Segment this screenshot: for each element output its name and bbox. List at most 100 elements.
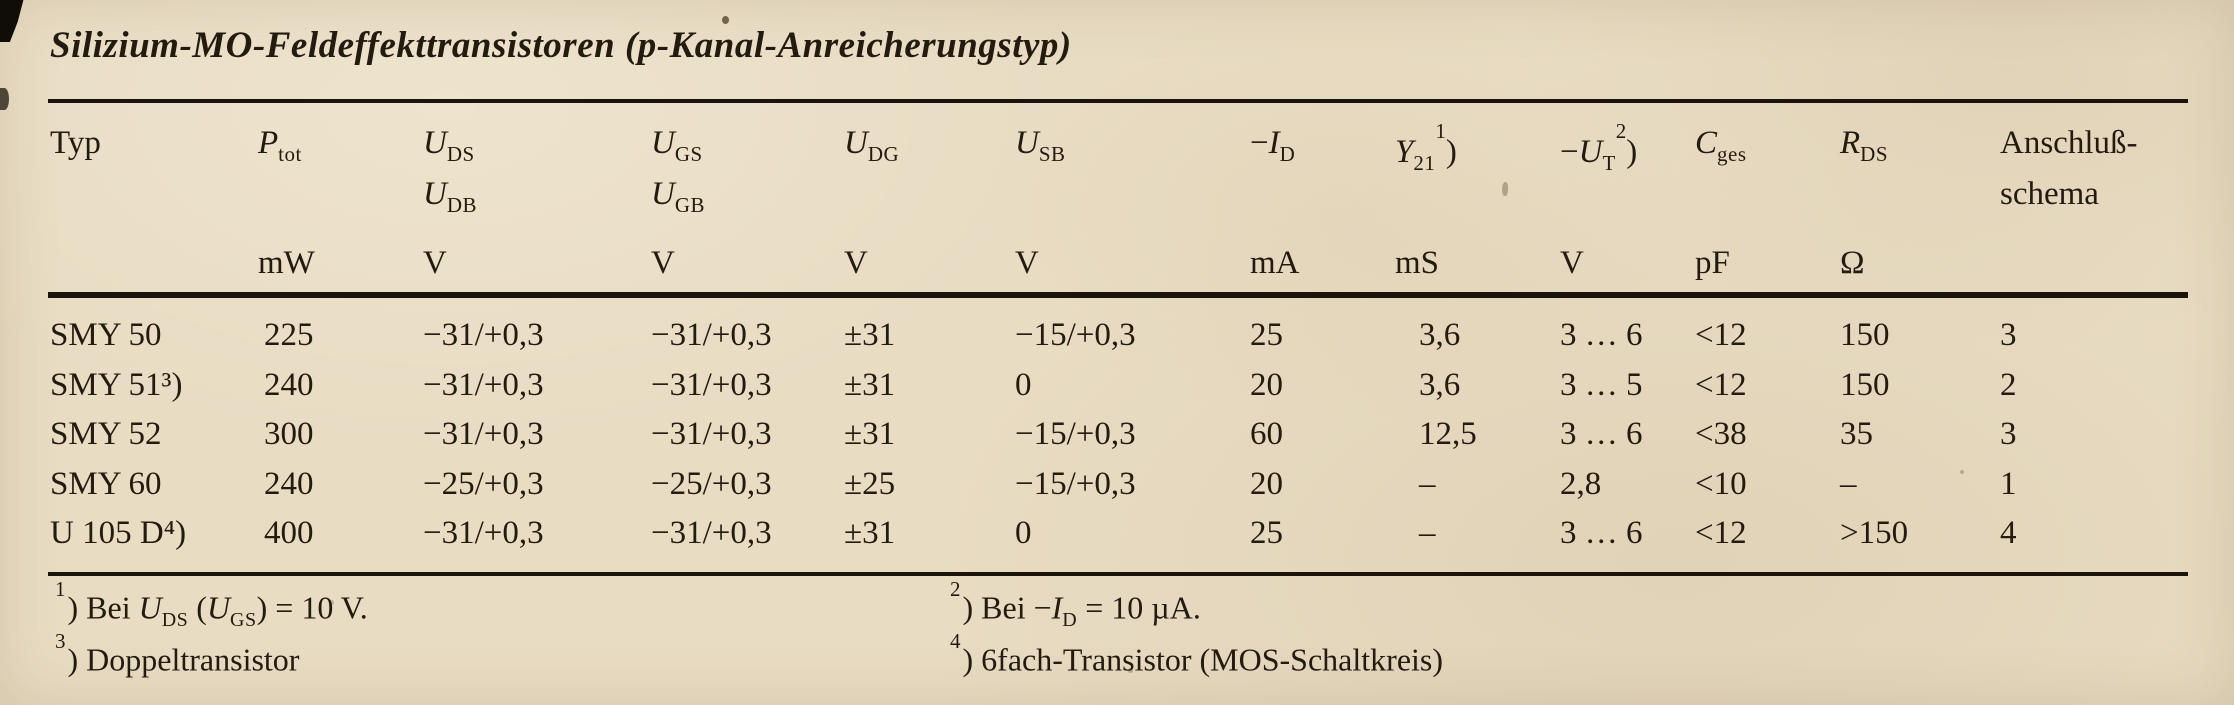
table-cell: ±31 xyxy=(844,317,896,353)
table-cell: 3 xyxy=(2000,416,2017,452)
unit-label: mA xyxy=(1250,245,1300,281)
table-cell: −31/+0,3 xyxy=(423,317,544,353)
column-header-cges: Cges xyxy=(1695,125,1747,166)
paper-speck xyxy=(722,16,729,24)
table-cell: 400 xyxy=(264,515,314,551)
table-cell: −31/+0,3 xyxy=(651,317,772,353)
table-cell: ±25 xyxy=(844,465,896,502)
table-cell: −31/+0,3 xyxy=(651,515,772,551)
unit-label xyxy=(50,238,258,288)
scan-corner-mark xyxy=(0,0,24,42)
table-cell: 0 xyxy=(1015,366,1032,403)
footnote-1: 1) Bei UDS (UGS) = 10 V. xyxy=(55,577,368,631)
table-cell: U 105 D⁴) xyxy=(50,515,187,551)
table-cell: 35 xyxy=(1840,416,1873,452)
table-cell: 150 xyxy=(1840,366,1890,403)
column-header-usb: USB xyxy=(1015,125,1066,166)
column-header-id: −ID xyxy=(1250,125,1296,166)
unit-label: V xyxy=(1560,245,1584,281)
table-cell: −31/+0,3 xyxy=(423,366,544,403)
table-cell: 2,8 xyxy=(1560,465,1602,502)
table-cell: 60 xyxy=(1250,416,1283,452)
table-cell: −15/+0,3 xyxy=(1015,416,1136,452)
paper-speck xyxy=(330,600,334,605)
table-cell: 150 xyxy=(1840,317,1890,353)
table-cell: 3 … 5 xyxy=(1560,366,1643,403)
scan-edge-mark xyxy=(0,88,9,110)
table-cell: <12 xyxy=(1695,317,1747,353)
header-separator-rule xyxy=(48,292,2188,298)
table-cell: 3,6 xyxy=(1419,366,1461,403)
table-cell: 0 xyxy=(1015,515,1032,551)
table-cell: −31/+0,3 xyxy=(651,416,772,452)
column-header-uds: UDS UDB xyxy=(423,125,478,217)
table-cell: 240 xyxy=(264,465,314,502)
unit-label: mS xyxy=(1395,245,1440,281)
unit-label: V xyxy=(1015,245,1039,281)
footnote-2: 2) Bei −ID = 10 µA. xyxy=(950,577,1201,631)
table-cell: −25/+0,3 xyxy=(423,465,544,502)
unit-label xyxy=(2000,238,2190,288)
table-bottom-rule xyxy=(48,572,2188,576)
units-row: mW V V V V mA mS V pF Ω xyxy=(50,238,2190,288)
table-cell: 3 … 6 xyxy=(1560,317,1643,353)
unit-label: mW xyxy=(258,245,315,281)
paper-speck xyxy=(1960,470,1964,474)
table-cell: SMY 52 xyxy=(50,416,162,452)
table-cell: 3,6 xyxy=(1419,317,1461,353)
table-cell: −31/+0,3 xyxy=(423,515,544,551)
column-header-udg: UDG xyxy=(844,125,900,166)
table-cell: 300 xyxy=(264,416,314,452)
table-cell: – xyxy=(1419,515,1436,551)
page-title: Silizium-MO-Feldeffekttransistoren (p-Ka… xyxy=(50,25,1072,66)
unit-label: pF xyxy=(1695,245,1730,281)
table-cell: 20 xyxy=(1250,366,1283,403)
table-cell: 4 xyxy=(2000,515,2017,551)
table-cell: 25 xyxy=(1250,317,1283,353)
table-cell: SMY 60 xyxy=(50,465,162,502)
table-top-rule xyxy=(48,99,2188,103)
table-cell: <10 xyxy=(1695,465,1747,502)
table-cell: 2 xyxy=(2000,366,2017,403)
paper-speck xyxy=(1128,668,1133,673)
column-header-ut: −UT2) xyxy=(1560,119,1638,175)
table-cell: −15/+0,3 xyxy=(1015,317,1136,353)
table-cell: >150 xyxy=(1840,515,1909,551)
table-cell: – xyxy=(1419,465,1436,502)
unit-label: V xyxy=(844,245,868,281)
table-cell: – xyxy=(1840,465,1857,502)
paper-speck xyxy=(1502,182,1508,196)
column-header-rds: RDS xyxy=(1840,125,1889,166)
table-cell: −15/+0,3 xyxy=(1015,465,1136,502)
table-cell: <38 xyxy=(1695,416,1747,452)
column-header-anschlussschema: Anschluß- schema xyxy=(2000,125,2138,212)
table-cell: 3 xyxy=(2000,317,2017,353)
table-cell: 240 xyxy=(264,366,314,403)
footnote-3: 3) Doppeltransistor xyxy=(55,629,300,678)
table-cell: 25 xyxy=(1250,515,1283,551)
column-header-typ: Typ xyxy=(50,125,101,161)
table-cell: <12 xyxy=(1695,366,1747,403)
table-cell: −31/+0,3 xyxy=(651,366,772,403)
table-header: Typ Ptot UDS UDB UGS UGB UDG USB −ID Y21… xyxy=(50,118,2190,220)
table-cell: 3 … 6 xyxy=(1560,416,1643,452)
table-cell: 225 xyxy=(264,317,314,353)
table-cell: SMY 50 xyxy=(50,317,162,353)
table-cell: ±31 xyxy=(844,515,896,551)
table-body: SMY 50 225 −31/+0,3 −31/+0,3 ±31 −15/+0,3 25 3,… xyxy=(50,311,2190,559)
unit-label: V xyxy=(423,245,447,281)
unit-label: V xyxy=(651,245,675,281)
table-cell: 12,5 xyxy=(1419,416,1477,452)
table-cell: ±31 xyxy=(844,416,896,452)
table-cell: 1 xyxy=(2000,465,2017,502)
unit-label: Ω xyxy=(1840,245,1865,281)
table-cell: 3 … 6 xyxy=(1560,515,1643,551)
table-cell: −31/+0,3 xyxy=(423,416,544,452)
table-cell: −25/+0,3 xyxy=(651,465,772,502)
column-header-y21: Y211) xyxy=(1395,119,1457,175)
table-cell: <12 xyxy=(1695,515,1747,551)
table-cell: SMY 51³) xyxy=(50,366,183,403)
footnote-4: 4) 6fach-Transistor (MOS-Schaltkreis) xyxy=(950,629,1444,678)
table-cell: 20 xyxy=(1250,465,1283,502)
